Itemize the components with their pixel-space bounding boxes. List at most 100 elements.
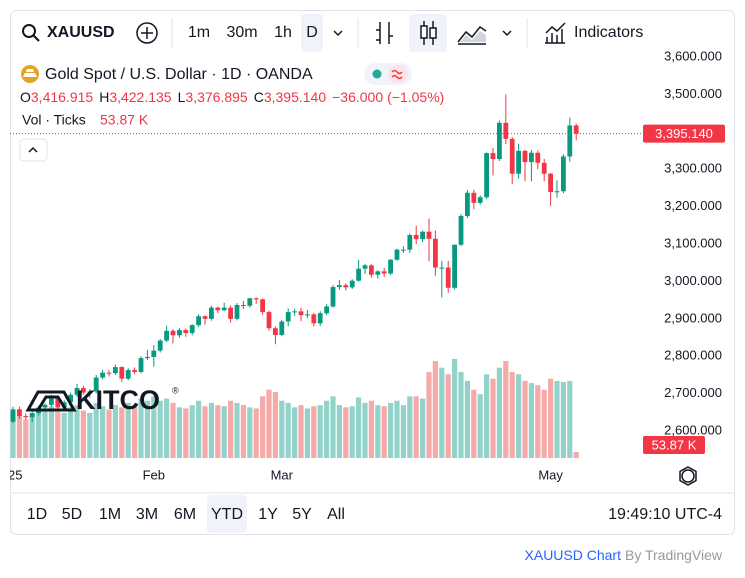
volume-bar [119,407,125,458]
indicators-button[interactable]: Indicators [574,24,643,41]
volume-bar [330,396,336,458]
candle-body [369,265,374,275]
volume-bar [144,400,150,458]
symbol-logo [23,69,37,77]
volume-bar [164,398,170,458]
volume-bar [272,391,278,458]
y-tick-label: 2,800.000 [664,348,722,363]
symbol[interactable]: XAUUSD [47,24,115,41]
volume-bar [388,402,394,458]
volume-bar [285,402,291,458]
legend-title: Gold Spot / U.S. Dollar · 1D · OANDA [45,66,313,83]
candle-body [490,153,496,160]
range-bar: 1D 5D 1M 3M 6M YTD 1Y 5Y All [27,495,345,533]
volume-bar [362,402,368,458]
range-button[interactable]: 5Y [292,506,312,523]
volume-bar [452,358,458,458]
volume-bar [548,378,554,458]
interval[interactable]: D [306,24,318,41]
volume-bar [61,412,67,458]
volume-badge-label: 53.87 K [652,437,697,452]
candles-icon[interactable] [420,25,428,39]
ohlc-value: 3,422.135 [109,89,171,105]
candle-body [375,271,381,275]
candle-body [42,404,48,408]
y-tick-label: 3,200.000 [664,198,722,213]
interval-dropdown[interactable] [333,30,343,37]
candle-body [202,316,208,319]
candle-body [561,156,566,192]
ohlc-value: 3,416.915 [31,89,93,105]
candle-body [465,192,470,216]
ohlc-prefix: C [254,89,264,105]
volume-bar [279,400,285,458]
range-button[interactable]: 3M [136,506,158,523]
attribution-link[interactable]: XAUUSD Chart [525,547,622,563]
volume-bar [432,361,438,458]
volume-bar [541,389,547,458]
candle-body [337,285,342,288]
status-badge [388,65,408,83]
volume-bar [496,367,502,458]
volume-bar [375,405,381,458]
interval[interactable]: 30m [226,24,257,41]
volume-bar [234,402,240,458]
volume-bar [413,396,419,458]
range-button[interactable]: YTD [211,506,243,523]
volume-bar [458,372,464,458]
volume-bar [176,407,182,458]
candle-body [228,307,233,319]
candle-body [145,356,150,359]
volume-bar [464,380,470,458]
ohlc-prefix: H [99,89,109,105]
volume-bar [208,402,214,458]
candle-body [247,298,253,306]
candle-body [477,197,483,203]
volume-bar [324,400,330,458]
volume-bar [292,407,298,458]
watermark: KITCO ® [25,385,179,415]
candle-body [93,377,99,392]
candle-body [433,238,438,268]
volume-bar [23,419,29,458]
chart-type-dropdown[interactable] [502,30,512,37]
candle-body [317,313,323,324]
indicators-icon[interactable] [545,22,566,44]
candle-body [529,152,534,163]
volume-bar [317,405,323,458]
volume-bar [132,406,138,458]
candle-body [471,192,477,203]
settings-button[interactable] [681,469,695,483]
volume-bar [420,398,426,458]
candle-body [413,235,419,240]
area-icon[interactable] [457,25,487,45]
range-button[interactable]: 6M [174,506,196,523]
range-button[interactable]: 5D [62,506,82,523]
candle-body [215,307,221,311]
candle-body [298,311,304,316]
interval-selected-bg [301,14,323,52]
interval[interactable]: 1h [274,24,292,41]
candle-body [196,316,201,326]
candle-body [401,249,406,251]
candle-body [125,370,131,379]
range-button[interactable]: All [327,506,345,523]
volume-bar [560,382,566,458]
collapse-legend[interactable] [19,138,48,162]
y-tick-label: 3,300.000 [664,161,722,176]
volume-bar [48,406,54,458]
y-tick-label: 2,600.000 [664,423,722,438]
candle-body [330,287,336,307]
candle-body [362,265,368,269]
bars-icon[interactable] [376,22,393,44]
candle-body [445,267,451,288]
ohlc-prefix: L [178,89,186,105]
range-button[interactable]: 1Y [258,506,278,523]
interval[interactable]: 1m [188,24,210,41]
range-button[interactable]: 1D [27,506,47,523]
candle-body [260,299,265,313]
compare-button[interactable] [136,22,158,44]
volume-bar [157,400,163,458]
range-button[interactable]: 1M [99,506,121,523]
